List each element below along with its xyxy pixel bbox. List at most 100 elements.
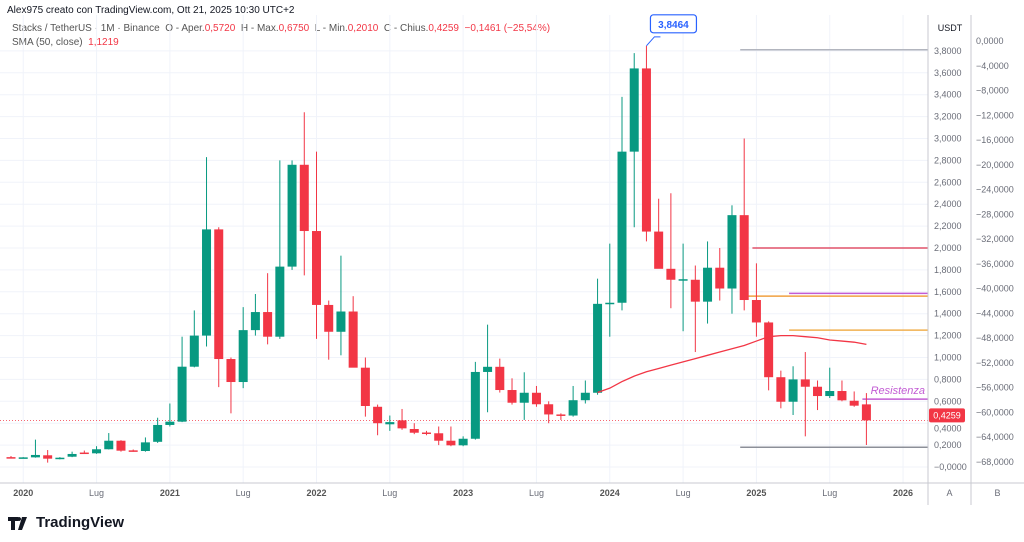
candle-body [678,279,688,281]
candle-body [715,267,725,289]
candle-body [507,390,517,403]
y-tick-label-b: −4,0000 [976,61,1009,71]
candle-body [861,404,871,421]
candle-body [385,422,395,425]
scale-a-button[interactable]: A [946,488,952,498]
candle-body [605,302,615,305]
candle-body [43,455,53,459]
x-tick-label: Lug [382,488,397,498]
y-tick-label-b: −64,0000 [976,432,1014,442]
y-tick-label: 1,8000 [934,265,962,275]
candle-body [568,400,578,416]
close-value: 0,4259 [428,23,459,34]
high-value: 0,6750 [278,23,310,34]
tradingview-logo[interactable]: TradingView [8,514,124,531]
candle-body [654,231,664,269]
y-tick-label-b: −36,0000 [976,259,1014,269]
y-tick-label: 1,2000 [934,331,962,341]
x-tick-label: 2022 [306,488,326,498]
candle-body [55,457,65,460]
x-tick-label: Lug [676,488,691,498]
candle-body [336,311,346,332]
candle-body [250,312,260,331]
open-label: O - Aper. [165,23,205,34]
y-tick-label: 2,8000 [934,155,962,165]
x-tick-label: Lug [89,488,104,498]
candle-body [495,366,505,391]
sma-legend[interactable]: SMA (50, close) 1,1219 [12,36,550,50]
y-tick-label-b: −40,0000 [976,284,1014,294]
candle-body [287,164,297,267]
candle-body [373,406,383,424]
candle-body [837,391,847,401]
candle-body [629,68,639,152]
candle-body [544,404,554,415]
x-tick-label: 2026 [893,488,913,498]
candle-body [177,366,187,422]
candle-body [202,229,212,336]
sma-line [597,334,867,394]
y-tick-label: 3,2000 [934,112,962,122]
candle-body [140,442,150,452]
candle-body [434,433,444,441]
candle-body [409,429,419,433]
candle-body [226,359,236,383]
candle-body [312,231,321,305]
candle-body [788,379,798,402]
y-tick-label-b: −52,0000 [976,358,1014,368]
y-tick-label-b: −20,0000 [976,160,1014,170]
candle-body [324,304,334,332]
candle-body [30,454,40,458]
high-callout-label: 3,8464 [658,20,689,31]
y-tick-label: 0,2000 [934,440,962,450]
candle-body [825,391,835,397]
y-tick-label: 2,0000 [934,243,962,253]
open-value: 0,5720 [204,23,236,34]
candle-body [776,377,786,402]
x-tick-label: 2021 [160,488,180,498]
y-tick-label-b: −60,0000 [976,407,1014,417]
candle-body [813,386,823,397]
candle-body [263,312,273,337]
y-tick-label: 0,8000 [934,374,962,384]
candle-body [519,392,529,403]
x-tick-label: 2024 [600,488,620,498]
chart-legend: Stacks / TetherUS · 1M · Binance O - Ape… [12,22,550,50]
y-tick-label: 1,0000 [934,353,962,363]
candle-body [421,432,431,435]
ohlc-legend[interactable]: Stacks / TetherUS · 1M · Binance O - Ape… [12,22,550,36]
candle-body [79,452,89,455]
resistance-label: Resistenza [871,385,925,397]
candle-body [397,420,407,429]
candle-body [531,392,541,405]
x-tick-label: Lug [529,488,544,498]
candle-body [128,450,138,452]
y-tick-label: 3,0000 [934,134,962,144]
candle-body [617,151,627,303]
callout-pointer [646,36,661,47]
sma-value: 1,1219 [88,37,119,48]
low-value: 0,2010 [347,23,379,34]
chart-attribution: Alex975 creato con TradingView.com, Ott … [7,5,295,16]
scale-b-button[interactable]: B [994,488,1000,498]
currency-label: USDT [938,23,963,33]
candle-body [751,300,761,323]
y-tick-label: 0,4000 [934,423,962,433]
symbol-label: Stacks / TetherUS · 1M · Binance [12,23,160,34]
candle-body [18,457,28,459]
candle-body [92,449,102,454]
y-tick-label: 0,6000 [934,396,962,406]
candle-body [189,335,199,367]
candle-body [165,421,175,425]
y-tick-label: 2,2000 [934,221,962,231]
candle-body [446,440,456,446]
candle-body [299,164,309,232]
candle-body [739,215,749,301]
candle-body [214,229,224,360]
low-label: L - Min. [314,23,348,34]
candle-body [360,367,370,407]
candle-body [6,457,16,459]
candle-body [727,215,737,289]
candle-body [153,424,163,442]
